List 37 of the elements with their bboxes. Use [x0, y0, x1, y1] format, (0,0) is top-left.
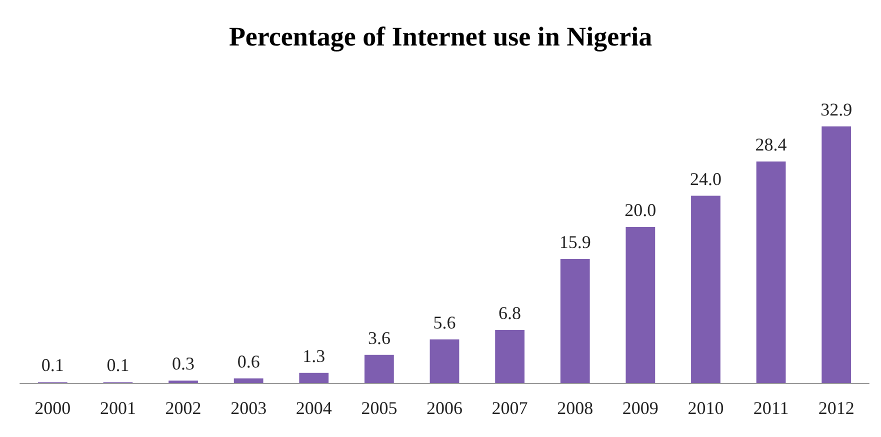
bar [691, 196, 720, 383]
data-label: 24.0 [690, 168, 722, 189]
x-tick-label: 2003 [230, 398, 267, 418]
data-label: 0.3 [172, 354, 195, 374]
x-tick-label: 2010 [688, 398, 724, 418]
x-tick-label: 2008 [557, 398, 594, 418]
bar [234, 378, 264, 383]
bar [495, 330, 524, 383]
x-tick-label: 2011 [753, 398, 789, 418]
x-tick-label: 2005 [361, 398, 398, 418]
bar [430, 339, 460, 383]
x-tick-label: 2002 [165, 398, 202, 418]
x-tick-label: 2000 [34, 398, 71, 418]
bar [364, 354, 394, 383]
data-label: 3.6 [368, 328, 390, 348]
data-label: 28.4 [755, 134, 787, 154]
bar [756, 161, 786, 383]
data-label: 0.1 [41, 355, 64, 376]
bar [626, 227, 656, 383]
bar [822, 126, 852, 383]
x-tick-label: 2006 [426, 398, 462, 418]
data-label: 20.0 [624, 200, 656, 220]
x-tick-label: 2001 [100, 398, 136, 418]
bar [299, 372, 329, 383]
data-label: 5.6 [433, 312, 456, 332]
data-label: 6.8 [498, 302, 522, 323]
x-tick-label: 2012 [818, 398, 854, 418]
data-label: 0.6 [237, 351, 260, 372]
data-label: 1.3 [302, 346, 326, 366]
x-tick-label: 2007 [492, 398, 528, 418]
data-label: 0.1 [106, 355, 130, 376]
data-label: 32.9 [820, 99, 852, 120]
x-tick-label: 2009 [622, 398, 658, 418]
data-label: 15.9 [559, 232, 591, 252]
bar [560, 258, 590, 383]
chart-title: Percentage of Internet use in Nigeria [228, 22, 653, 52]
x-tick-label: 2004 [296, 398, 332, 418]
